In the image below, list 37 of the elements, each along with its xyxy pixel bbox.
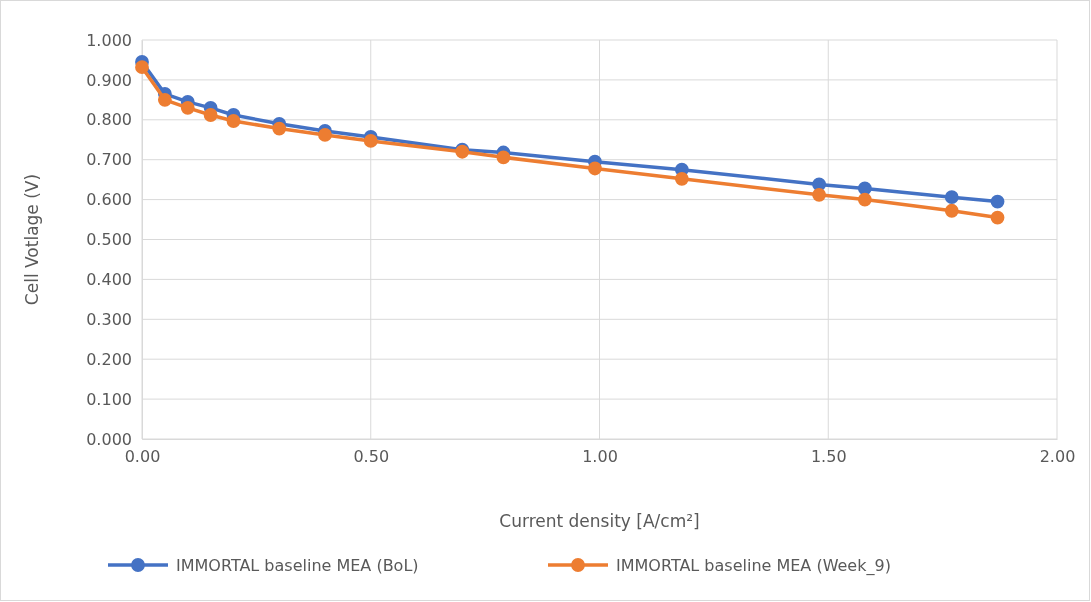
point [857, 192, 872, 207]
point [496, 150, 511, 165]
y-tick-label: 0.500 [86, 230, 132, 250]
point [363, 134, 378, 148]
point [674, 171, 689, 186]
x-tick-label: 0.50 [353, 447, 390, 467]
x-tick-label: 2.00 [1039, 447, 1076, 467]
x-tick-label: 1.50 [810, 447, 847, 467]
y-tick-label: 1.000 [86, 30, 132, 50]
y-tick-label: 0.200 [86, 349, 132, 369]
point [226, 114, 241, 128]
y-tick-label: 0.600 [86, 190, 132, 210]
y-axis-title: Cell Votlage (V) [22, 173, 42, 306]
point [990, 210, 1005, 225]
x-axis-title: Current density [A/cm²] [499, 511, 700, 531]
legend-label: IMMORTAL baseline MEA (Week_9) [616, 556, 891, 576]
y-tick-label: 0.900 [86, 70, 132, 90]
point [990, 194, 1005, 209]
point [135, 60, 149, 75]
y-tick-label: 0.100 [86, 389, 132, 409]
y-tick-label: 0.000 [86, 429, 132, 449]
y-tick-label: 0.300 [86, 309, 132, 329]
legend-label: IMMORTAL baseline MEA (BoL) [176, 556, 419, 575]
y-tick-label: 0.400 [86, 270, 132, 290]
point [318, 128, 332, 142]
point [944, 190, 959, 205]
y-tick-label: 0.800 [86, 110, 132, 130]
point [157, 92, 172, 107]
x-tick-label: 0.00 [124, 447, 161, 467]
point [272, 121, 287, 136]
point [180, 100, 195, 115]
point [203, 108, 218, 122]
point [588, 161, 602, 176]
point [812, 187, 827, 202]
x-tick-label: 1.00 [582, 447, 618, 467]
point [944, 203, 959, 218]
y-tick-label: 0.700 [86, 150, 132, 170]
